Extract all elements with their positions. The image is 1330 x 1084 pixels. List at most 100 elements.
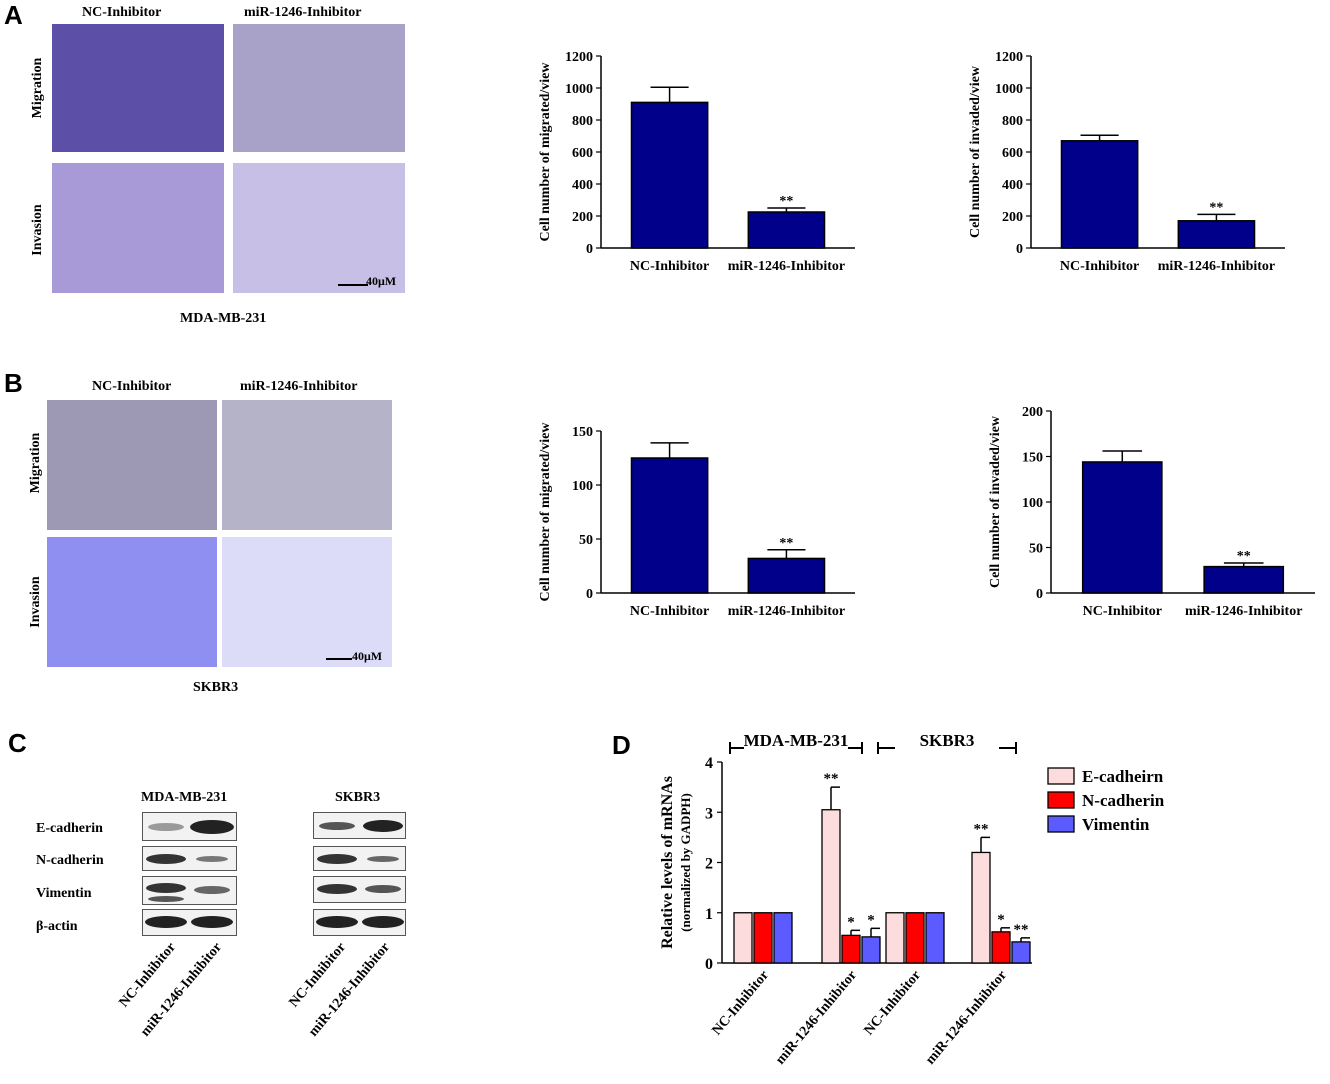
y-tick-label: 2 [705,856,713,873]
x-tick-label: NC-Inhibitor [630,259,709,274]
chart-a-invaded: 0 200 400 600 800 1000 1200 NC-Inhibitor ** miR-1… [968,50,1285,274]
x-tick-label: NC-Inhibitor [630,604,709,619]
y-axis-label: Cell number of migrated/view [538,62,553,242]
y-tick-label: 100 [572,479,593,494]
bar [991,931,1011,964]
y-axis-label: Cell number of invaded/view [988,415,1003,588]
y-tick-label: 150 [1022,451,1043,466]
x-tick-label: miR-1246-Inhibitor [728,259,845,274]
bar [1203,565,1285,594]
y-tick-label: 50 [579,533,593,548]
bar [885,912,905,964]
wb-blot-mda [142,812,237,936]
y-tick-label: 400 [572,178,593,193]
y-tick-label: 0 [705,956,713,973]
chart-a-migrated: 0 200 400 600 800 1000 1200 NC-Inhibitor ** miR-1… [538,50,855,274]
y-tick-label: 0 [586,587,593,602]
row-label-migration-b: Migration [28,432,43,494]
y-axis-label: Relative levels of mRNAs [659,776,676,949]
significance-label: ** [974,821,989,837]
bar [905,912,925,964]
y-tick-label: 100 [1022,496,1043,511]
wb-lane-labels: NC-Inhibitor miR-1246-Inhibitor NC-Inhib… [117,940,394,1040]
x-tick-label: miR-1246-Inhibitor [773,968,860,1068]
cell-line-label-a: MDA-MB-231 [180,311,267,326]
significance-label: ** [824,771,839,787]
y-tick-label: 200 [1002,210,1023,225]
row-label-invasion: Invasion [30,204,45,256]
row-label-invasion-b: Invasion [28,576,43,628]
cell-line-label-b: SKBR3 [193,680,239,695]
scale-bar-b [326,658,352,660]
x-tick-label: miR-1246-Inhibitor [1158,259,1275,274]
group-label-bg [895,728,999,754]
x-tick-label: NC-Inhibitor [1083,604,1162,619]
row-label-migration: Migration [30,57,45,119]
significance-label: * [847,914,855,930]
micrograph-b-invasion-nc [47,537,217,667]
micrograph-a-migration-mir [233,24,405,152]
bar [971,851,991,964]
y-tick-label: 1000 [995,82,1023,97]
bar [821,809,841,964]
x-tick-label: miR-1246-Inhibitor [728,604,845,619]
bar [630,457,709,594]
x-tick-label: NC-Inhibitor [862,968,925,1038]
y-tick-label: 600 [572,146,593,161]
legend-swatch [1047,791,1075,809]
wb-blot-skbr3 [313,812,406,936]
bar [861,936,881,964]
bar [630,101,709,249]
micrograph-b-invasion-mir [222,537,392,667]
y-tick-label: 4 [705,755,713,772]
wb-group-label-mda: MDA-MB-231 [141,790,228,805]
y-tick-label: 1200 [995,50,1023,65]
group-label-bg [744,728,848,754]
wb-protein-label-vim: Vimentin [36,886,92,901]
scale-label-a: 40μM [366,274,397,288]
y-axis-label: Cell number of invaded/view [968,65,983,238]
y-tick-label: 0 [1016,242,1023,257]
col-label-nc: NC-Inhibitor [82,5,162,20]
y-tick-label: 50 [1029,542,1043,557]
bar [733,912,753,964]
legend-swatch [1047,767,1075,785]
x-tick-label: NC-Inhibitor [1060,259,1139,274]
chart-d-mrna: 0 1 2 3 4 Relative levels of mRNAs (normalized… [659,728,1165,1068]
wb-protein-label-ncad: N-cadherin [36,853,104,868]
bar [925,912,945,964]
significance-label: * [867,912,875,928]
panel-letter-a: A [4,0,23,30]
y-tick-label: 1000 [565,82,593,97]
chart-b-migrated: 0 50 100 150 NC-Inhibitor ** miR-1246-Inhibito… [538,422,855,619]
y-tick-label: 0 [1036,587,1043,602]
x-tick-label: miR-1246-Inhibitor [1185,604,1302,619]
x-tick-label: NC-Inhibitor [710,968,773,1038]
scale-bar-a [338,284,368,286]
micrograph-b-migration-nc [47,400,217,530]
y-tick-label: 1200 [565,50,593,65]
bar [841,934,861,964]
panel-letter-b: B [4,368,23,398]
significance-label: ** [779,536,793,551]
legend-label: E-cadheirn [1082,767,1164,786]
wb-protein-label-ecad: E-cadherin [36,821,103,836]
bar [773,912,793,964]
y-tick-label: 3 [705,805,713,822]
bar [1011,941,1031,964]
bar [747,557,826,594]
panel-letter-d: D [612,730,631,760]
scale-label-b: 40μM [352,649,383,663]
micrograph-a-invasion-mir [233,163,405,293]
y-axis-label: Cell number of migrated/view [538,422,553,602]
group-label: SKBR3 [920,731,975,750]
micrograph-b-migration-mir [222,400,392,530]
y-tick-label: 200 [572,210,593,225]
significance-label: ** [1209,200,1223,215]
y-tick-label: 200 [1022,405,1043,420]
y-tick-label: 150 [572,425,593,440]
bar [747,211,826,249]
micrograph-a-invasion-nc [52,163,224,293]
y-tick-label: 0 [586,242,593,257]
wb-protein-label-actin: β-actin [36,919,78,934]
